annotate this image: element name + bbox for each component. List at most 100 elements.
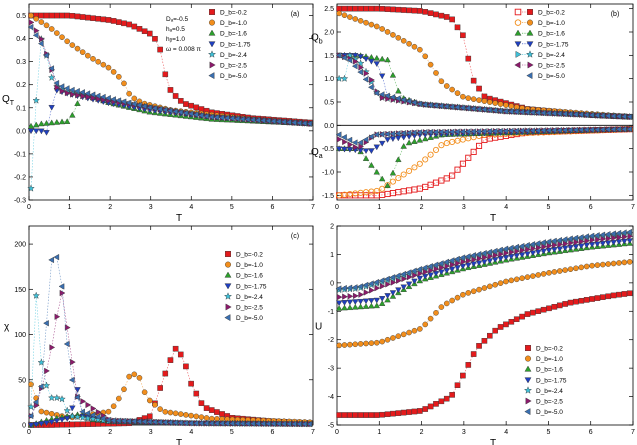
data-point [460,93,466,100]
data-point [432,271,440,277]
data-point [540,306,547,313]
data-point [54,12,60,19]
data-point [449,392,455,398]
y-tick-label: 0.1 [16,105,26,112]
data-point [400,38,407,44]
data-point [395,35,402,41]
data-point [346,304,354,310]
legend-marker [223,292,233,300]
legend-marker [524,377,532,384]
data-point [384,6,391,12]
data-point [198,400,205,406]
data-point [53,118,61,125]
legend: D_b=-0.2 D_b=-1.0 D_b=-1.6 D_b=-1.75 D_b=-2.… [207,8,251,80]
data-point [70,358,76,366]
data-point [427,272,434,279]
data-point [335,146,343,153]
data-point [389,178,396,185]
data-point [438,142,445,149]
data-point [228,115,235,122]
data-point [363,70,370,77]
data-point [363,5,369,12]
data-point [546,305,552,312]
data-point [411,138,418,144]
data-point [588,242,596,248]
data-point [69,111,76,118]
data-point [389,169,397,176]
data-point [53,418,61,425]
data-point [567,299,574,306]
data-point [540,271,547,277]
data-point [79,14,86,20]
x-tick-label: 2 [108,429,112,436]
data-point [524,109,530,116]
data-point [454,382,461,389]
data-point [432,102,439,109]
x-tick-label: 6 [270,204,274,211]
data-point [400,142,407,149]
data-point [465,262,472,269]
data-point [347,141,354,148]
data-point [572,244,580,250]
data-point [502,254,510,261]
data-point [437,260,444,267]
data-point [68,412,77,420]
data-point [594,112,600,119]
data-point [244,116,251,123]
data-point [157,46,163,53]
legend-label: D_b=-1.0 [538,20,565,27]
data-point [588,111,595,119]
data-point [384,182,391,189]
data-point [249,116,256,124]
panel-label: (c) [291,233,299,240]
data-point [38,12,45,19]
data-point [64,89,71,97]
data-point [595,236,601,243]
legend-label: D_b=-2.4 [236,294,263,301]
data-point [130,100,137,108]
data-point [368,21,375,28]
legend-label: D_b=-1.6 [536,367,563,374]
data-point [545,238,552,245]
data-point [384,29,391,35]
data-point [177,98,184,104]
data-point [74,45,81,52]
data-point [562,240,569,247]
y-tick-label: -0.3 [14,198,26,205]
data-point [362,281,369,289]
data-point [470,148,477,155]
x-tick-label: 5 [546,429,550,436]
data-point [38,19,45,25]
data-point [535,272,542,278]
data-point [448,103,455,111]
data-point [626,125,632,133]
data-point [405,129,412,137]
x-tick-label: 4 [189,429,193,436]
x-tick-label: 1 [68,204,72,211]
legend-label: D_b=-5.0 [538,73,565,80]
data-point [395,87,402,94]
data-point [188,380,194,387]
data-point [33,15,39,22]
data-point [146,397,153,404]
y-tick-label: 0.0 [16,128,26,135]
data-point [524,127,530,134]
data-point [341,5,348,12]
x-tick-label: 5 [230,429,234,436]
data-point [459,254,466,261]
data-point [378,296,386,302]
data-point [167,87,174,93]
data-point [38,421,45,427]
data-point [121,386,127,393]
data-point [352,412,359,418]
data-point [335,300,343,307]
data-point [594,232,600,239]
data-point [368,5,375,12]
data-point [192,111,199,118]
y-tick-label: 0.3 [16,59,26,66]
data-point [373,297,380,304]
data-point [162,408,169,415]
data-point [378,73,386,80]
data-point [275,118,282,125]
data-point [384,92,390,100]
